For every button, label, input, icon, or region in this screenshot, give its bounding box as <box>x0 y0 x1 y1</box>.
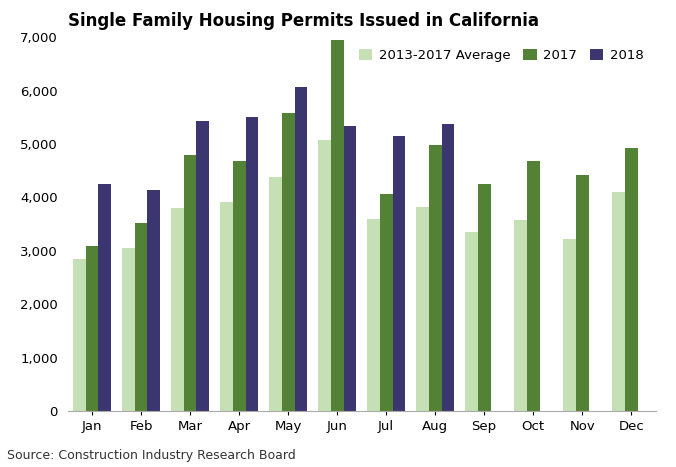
Bar <box>514 220 527 411</box>
Bar <box>122 248 135 411</box>
Bar <box>245 117 258 411</box>
Bar <box>99 184 112 411</box>
Bar <box>429 145 441 411</box>
Bar <box>233 161 245 411</box>
Bar <box>135 223 147 411</box>
Bar <box>220 202 233 411</box>
Bar <box>343 127 356 411</box>
Bar <box>73 259 86 411</box>
Bar <box>295 87 308 411</box>
Text: Source: Construction Industry Research Board: Source: Construction Industry Research B… <box>7 449 295 462</box>
Bar <box>147 190 160 411</box>
Bar <box>612 192 625 411</box>
Bar <box>380 194 393 411</box>
Bar <box>86 246 99 411</box>
Legend: 2013-2017 Average, 2017, 2018: 2013-2017 Average, 2017, 2018 <box>354 44 649 68</box>
Bar <box>563 239 576 411</box>
Bar <box>184 155 197 411</box>
Bar <box>282 113 295 411</box>
Bar <box>465 232 478 411</box>
Bar <box>393 136 406 411</box>
Bar <box>367 219 380 411</box>
Bar <box>197 121 210 411</box>
Bar <box>416 207 429 411</box>
Bar <box>478 184 491 411</box>
Bar <box>269 177 282 411</box>
Bar <box>527 161 539 411</box>
Bar <box>318 141 331 411</box>
Bar <box>576 175 589 411</box>
Bar <box>331 40 343 411</box>
Text: Single Family Housing Permits Issued in California: Single Family Housing Permits Issued in … <box>68 12 539 30</box>
Bar <box>171 208 184 411</box>
Bar <box>625 149 637 411</box>
Bar <box>441 124 454 411</box>
